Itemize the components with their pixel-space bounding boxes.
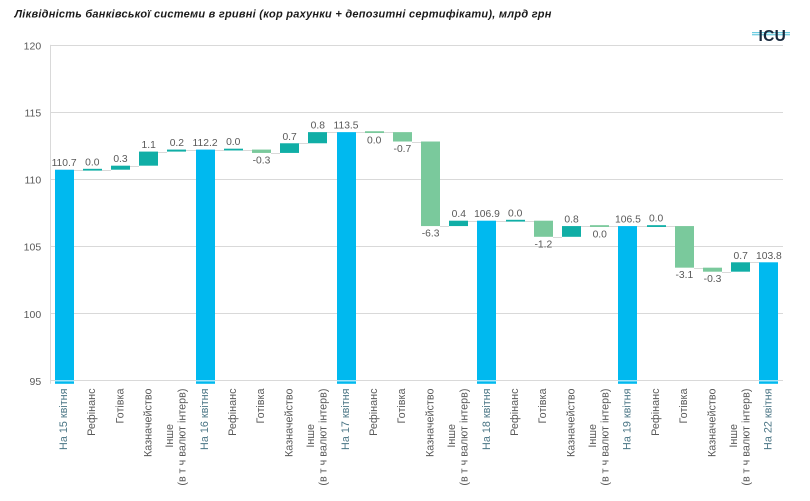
svg-text:Інше: Інше bbox=[587, 424, 599, 448]
svg-text:0.7: 0.7 bbox=[282, 132, 297, 143]
svg-text:0.0: 0.0 bbox=[649, 214, 664, 225]
svg-text:105: 105 bbox=[24, 242, 42, 254]
svg-text:Готівка: Готівка bbox=[255, 389, 267, 424]
svg-text:Рефінанс: Рефінанс bbox=[368, 388, 380, 436]
svg-text:Інше: Інше bbox=[446, 424, 458, 448]
svg-text:0.8: 0.8 bbox=[311, 121, 326, 132]
svg-text:0.0: 0.0 bbox=[85, 157, 100, 168]
svg-text:(в т ч валют інтерв): (в т ч валют інтерв) bbox=[318, 389, 330, 486]
svg-text:Казначейство: Казначейство bbox=[142, 389, 154, 457]
svg-text:1.1: 1.1 bbox=[142, 140, 157, 151]
svg-text:Казначейство: Казначейство bbox=[565, 389, 577, 457]
svg-text:Інше: Інше bbox=[305, 424, 317, 448]
svg-text:(в т ч валют інтерв): (в т ч валют інтерв) bbox=[599, 389, 611, 486]
svg-text:Готівка: Готівка bbox=[537, 389, 549, 424]
svg-text:На 15 квітня: На 15 квітня bbox=[58, 388, 70, 450]
svg-text:113.5: 113.5 bbox=[334, 121, 359, 132]
svg-text:-0.7: -0.7 bbox=[394, 144, 412, 155]
svg-text:0.0: 0.0 bbox=[367, 136, 382, 147]
svg-text:110: 110 bbox=[24, 175, 41, 187]
svg-text:Інше: Інше bbox=[164, 424, 176, 448]
svg-text:-3.1: -3.1 bbox=[675, 270, 693, 281]
svg-text:Готівка: Готівка bbox=[678, 389, 690, 424]
svg-text:На 16 квітня: На 16 квітня bbox=[199, 388, 211, 450]
svg-text:106.9: 106.9 bbox=[474, 209, 500, 220]
svg-text:-0.3: -0.3 bbox=[253, 155, 271, 166]
svg-text:115: 115 bbox=[24, 108, 41, 120]
svg-text:0.0: 0.0 bbox=[226, 137, 241, 148]
svg-text:-0.3: -0.3 bbox=[704, 274, 722, 285]
svg-text:Рефінанс: Рефінанс bbox=[86, 388, 98, 436]
svg-text:-6.3: -6.3 bbox=[422, 229, 440, 240]
svg-text:Рефінанс: Рефінанс bbox=[650, 388, 662, 436]
svg-text:0.8: 0.8 bbox=[564, 215, 579, 226]
svg-text:100: 100 bbox=[24, 309, 42, 321]
svg-text:0.2: 0.2 bbox=[170, 138, 185, 149]
svg-text:(в т ч валют інтерв): (в т ч валют інтерв) bbox=[458, 389, 470, 486]
svg-text:На 18 квітня: На 18 квітня bbox=[481, 388, 493, 450]
svg-text:0.7: 0.7 bbox=[734, 251, 749, 262]
svg-text:Рефінанс: Рефінанс bbox=[509, 388, 521, 436]
svg-text:(в т ч валют інтерв): (в т ч валют інтерв) bbox=[740, 389, 752, 486]
svg-text:(в т ч валют інтерв): (в т ч валют інтерв) bbox=[177, 389, 189, 486]
svg-text:95: 95 bbox=[30, 376, 42, 388]
svg-text:120: 120 bbox=[24, 40, 42, 52]
svg-text:Казначейство: Казначейство bbox=[706, 389, 718, 457]
svg-text:На 17 квітня: На 17 квітня bbox=[340, 388, 352, 450]
svg-text:Казначейство: Казначейство bbox=[424, 389, 436, 457]
svg-text:Готівка: Готівка bbox=[396, 389, 408, 424]
svg-text:112.2: 112.2 bbox=[193, 138, 218, 149]
svg-text:Казначейство: Казначейство bbox=[283, 389, 295, 457]
svg-text:-1.2: -1.2 bbox=[534, 239, 552, 250]
svg-text:Готівка: Готівка bbox=[114, 389, 126, 424]
svg-text:На 22 квітня: На 22 квітня bbox=[763, 388, 775, 450]
svg-text:На 19 квітня: На 19 квітня bbox=[622, 388, 634, 450]
svg-text:0.0: 0.0 bbox=[593, 229, 608, 240]
svg-text:ICU: ICU bbox=[759, 28, 787, 45]
svg-text:0.4: 0.4 bbox=[452, 209, 467, 220]
svg-text:Ліквідність банківської систем: Ліквідність банківської системи в гривні… bbox=[14, 9, 552, 21]
svg-text:0.0: 0.0 bbox=[508, 208, 523, 219]
svg-text:Інше: Інше bbox=[728, 424, 740, 448]
svg-text:Рефінанс: Рефінанс bbox=[227, 388, 239, 436]
svg-text:106.5: 106.5 bbox=[615, 215, 641, 226]
svg-text:103.8: 103.8 bbox=[756, 251, 782, 262]
svg-text:0.3: 0.3 bbox=[113, 154, 128, 165]
svg-text:110.7: 110.7 bbox=[52, 158, 77, 169]
